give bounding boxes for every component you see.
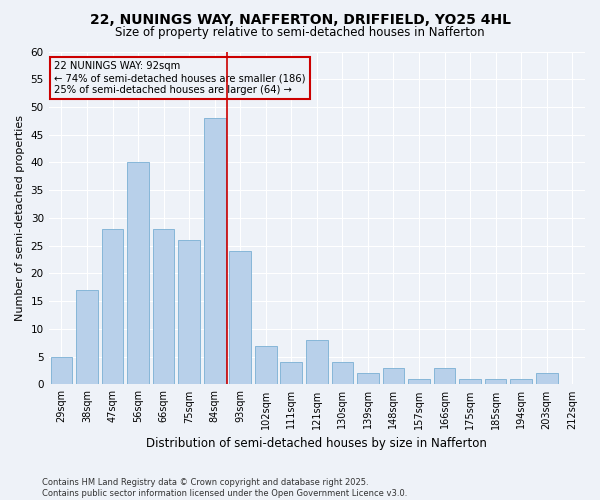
Text: Contains HM Land Registry data © Crown copyright and database right 2025.
Contai: Contains HM Land Registry data © Crown c… — [42, 478, 407, 498]
Bar — [229, 252, 251, 384]
Bar — [127, 162, 149, 384]
Bar — [101, 229, 124, 384]
Bar — [178, 240, 200, 384]
Bar — [50, 356, 72, 384]
Bar — [510, 379, 532, 384]
Bar — [76, 290, 98, 384]
Bar — [153, 229, 175, 384]
Bar — [280, 362, 302, 384]
Bar — [332, 362, 353, 384]
Bar — [255, 346, 277, 385]
Bar — [306, 340, 328, 384]
Bar — [408, 379, 430, 384]
Text: 22 NUNINGS WAY: 92sqm
← 74% of semi-detached houses are smaller (186)
25% of sem: 22 NUNINGS WAY: 92sqm ← 74% of semi-deta… — [54, 62, 305, 94]
Text: 22, NUNINGS WAY, NAFFERTON, DRIFFIELD, YO25 4HL: 22, NUNINGS WAY, NAFFERTON, DRIFFIELD, Y… — [89, 12, 511, 26]
Bar — [204, 118, 226, 384]
Text: Size of property relative to semi-detached houses in Nafferton: Size of property relative to semi-detach… — [115, 26, 485, 39]
Bar — [357, 374, 379, 384]
Bar — [383, 368, 404, 384]
Bar — [536, 374, 557, 384]
X-axis label: Distribution of semi-detached houses by size in Nafferton: Distribution of semi-detached houses by … — [146, 437, 487, 450]
Bar — [459, 379, 481, 384]
Bar — [485, 379, 506, 384]
Bar — [434, 368, 455, 384]
Y-axis label: Number of semi-detached properties: Number of semi-detached properties — [15, 115, 25, 321]
